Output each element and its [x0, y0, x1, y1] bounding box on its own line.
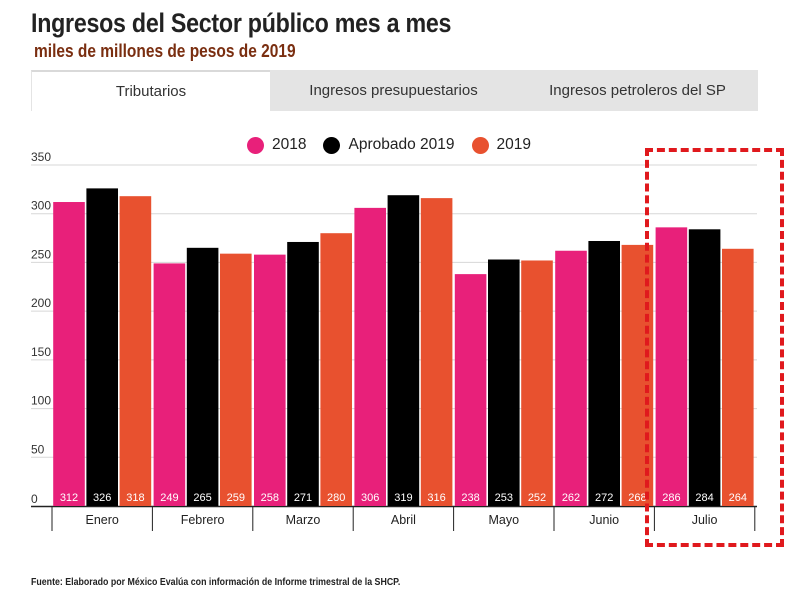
bar-2018-abril: [354, 207, 386, 506]
legend-item-2018[interactable]: 2018: [247, 136, 306, 154]
bar-aprobado-2019-enero: [86, 188, 118, 506]
tab-bar: Tributarios Ingresos presupuestarios Ing…: [31, 70, 758, 111]
y-tick-label-150: 150: [31, 345, 51, 359]
x-tick-label-marzo: Marzo: [286, 513, 321, 527]
legend-item-aprobado-2019[interactable]: Aprobado 2019: [323, 136, 455, 154]
data-label-aprobado-2019-julio: 284: [695, 492, 713, 504]
legend-label-2018: 2018: [272, 136, 307, 153]
bar-2018-marzo: [254, 254, 286, 506]
y-tick-label-300: 300: [31, 199, 51, 213]
bar-2019-abril: [420, 198, 453, 506]
data-label-aprobado-2019-febrero: 265: [193, 492, 211, 504]
bar-2018-julio: [655, 227, 688, 506]
data-label-2018-mayo: 238: [461, 492, 479, 504]
y-tick-label-100: 100: [31, 394, 51, 408]
data-label-2019-julio: 264: [729, 492, 747, 504]
page-subtitle: miles de millones de pesos de 2019: [34, 41, 296, 61]
bar-2019-julio: [722, 248, 754, 506]
data-label-aprobado-2019-enero: 326: [93, 492, 111, 504]
data-label-2018-julio: 286: [662, 492, 680, 504]
page-title: Ingresos del Sector público mes a mes: [31, 8, 452, 38]
data-label-2019-marzo: 280: [327, 492, 345, 504]
legend-label-2019: 2019: [496, 136, 531, 153]
data-label-2018-junio: 262: [562, 492, 580, 504]
y-tick-label-200: 200: [31, 296, 51, 310]
data-label-2019-febrero: 259: [227, 492, 245, 504]
x-tick-label-mayo: Mayo: [489, 513, 520, 527]
data-label-2019-junio: 268: [628, 492, 646, 504]
bar-2018-junio: [555, 250, 587, 506]
source-footnote: Fuente: Elaborado por México Evalúa con …: [31, 576, 401, 588]
bar-2018-febrero: [153, 263, 186, 506]
data-label-2018-enero: 312: [60, 492, 78, 504]
x-tick-label-enero: Enero: [86, 513, 119, 527]
y-tick-label-250: 250: [31, 247, 51, 261]
data-label-aprobado-2019-mayo: 253: [495, 492, 513, 504]
bar-aprobado-2019-junio: [588, 240, 620, 506]
bar-2019-febrero: [220, 253, 252, 506]
data-label-2019-abril: 316: [427, 492, 445, 504]
chart-legend: 2018 Aprobado 2019 2019: [247, 134, 548, 156]
legend-marker-2019: [471, 136, 489, 154]
bar-aprobado-2019-febrero: [186, 247, 219, 507]
legend-marker-2018: [247, 136, 264, 154]
data-label-aprobado-2019-abril: 319: [394, 492, 412, 504]
data-label-aprobado-2019-junio: 272: [595, 492, 613, 504]
data-label-2019-enero: 318: [126, 492, 144, 504]
bar-aprobado-2019-marzo: [287, 241, 319, 506]
data-label-2018-febrero: 249: [160, 492, 178, 504]
y-tick-label-0: 0: [31, 492, 38, 506]
x-tick-label-julio: Julio: [692, 513, 718, 527]
data-label-aprobado-2019-marzo: 271: [294, 492, 312, 504]
legend-item-2019[interactable]: 2019: [471, 136, 531, 154]
bar-2019-mayo: [521, 260, 553, 506]
tab-ingresos-petroleros[interactable]: Ingresos petroleros del SP: [549, 82, 726, 99]
highlight-box-julio: [645, 148, 784, 547]
bar-2018-enero: [53, 202, 85, 506]
legend-label-aprobado-2019: Aprobado 2019: [348, 136, 455, 153]
data-label-2018-abril: 306: [361, 492, 379, 504]
bar-aprobado-2019-julio: [688, 229, 721, 506]
y-tick-label-350: 350: [31, 150, 51, 164]
bar-2018-mayo: [454, 274, 487, 506]
x-tick-label-junio: Junio: [589, 513, 619, 527]
tab-tributarios[interactable]: Tributarios: [31, 70, 270, 111]
data-label-2019-mayo: 252: [528, 492, 546, 504]
tab-ingresos-presupuestarios[interactable]: Ingresos presupuestarios: [309, 82, 478, 99]
bar-2019-enero: [119, 196, 152, 507]
y-tick-label-50: 50: [31, 442, 45, 456]
legend-marker-aprobado-2019: [323, 136, 341, 154]
bar-2019-marzo: [320, 233, 352, 506]
bar-aprobado-2019-abril: [387, 195, 420, 506]
x-tick-label-febrero: Febrero: [181, 513, 225, 527]
data-label-2018-marzo: 258: [261, 492, 279, 504]
x-tick-label-abril: Abril: [391, 513, 416, 527]
bar-aprobado-2019-mayo: [488, 259, 520, 506]
